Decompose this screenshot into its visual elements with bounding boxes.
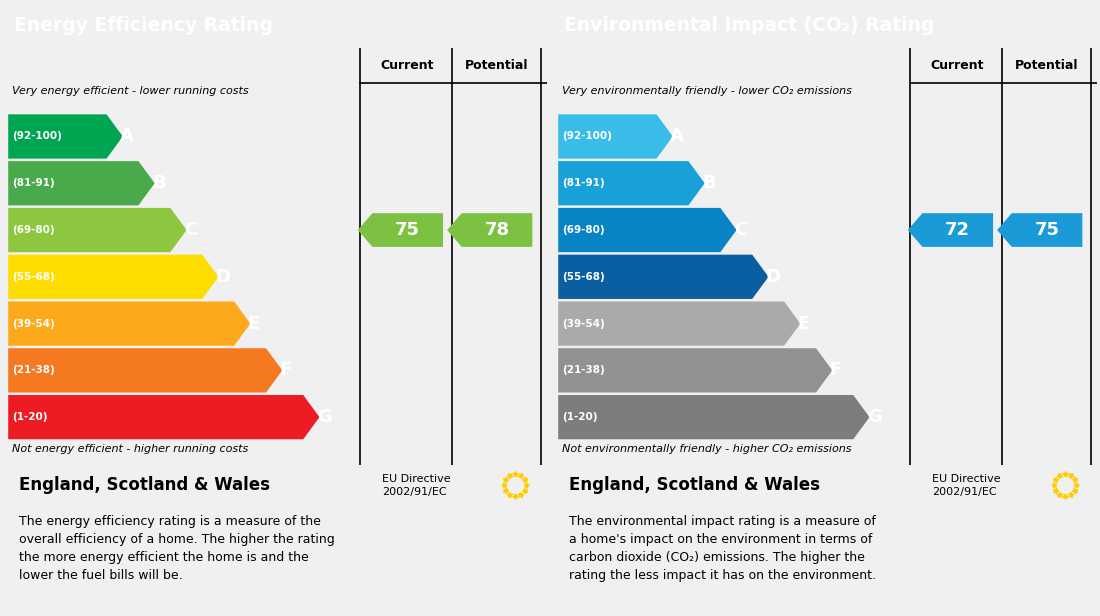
Polygon shape	[558, 115, 673, 158]
Text: F: F	[279, 362, 292, 379]
Polygon shape	[558, 395, 869, 439]
Polygon shape	[558, 208, 737, 252]
Text: (55-68): (55-68)	[562, 272, 605, 282]
Polygon shape	[1069, 474, 1074, 479]
Polygon shape	[908, 213, 993, 247]
Text: Current: Current	[931, 59, 985, 72]
Text: Not environmentally friendly - higher CO₂ emissions: Not environmentally friendly - higher CO…	[562, 444, 851, 454]
Text: The energy efficiency rating is a measure of the
overall efficiency of a home. T: The energy efficiency rating is a measur…	[19, 515, 334, 582]
Text: 72: 72	[945, 221, 970, 239]
Polygon shape	[513, 472, 518, 477]
Text: (1-20): (1-20)	[562, 412, 597, 422]
Polygon shape	[513, 495, 518, 500]
Text: B: B	[152, 174, 166, 192]
Text: Energy Efficiency Rating: Energy Efficiency Rating	[13, 16, 273, 35]
Text: (92-100): (92-100)	[562, 131, 612, 142]
Polygon shape	[1072, 477, 1078, 482]
Polygon shape	[8, 254, 219, 299]
Polygon shape	[502, 483, 507, 488]
Polygon shape	[1063, 472, 1068, 477]
Text: (69-80): (69-80)	[12, 225, 55, 235]
Text: A: A	[120, 128, 134, 145]
Polygon shape	[1057, 492, 1063, 498]
Text: 75: 75	[1034, 221, 1059, 239]
Polygon shape	[522, 488, 528, 493]
Text: (39-54): (39-54)	[562, 318, 605, 328]
Polygon shape	[1054, 477, 1058, 482]
Polygon shape	[358, 213, 443, 247]
Text: (1-20): (1-20)	[12, 412, 47, 422]
Text: E: E	[798, 315, 810, 333]
Text: C: C	[734, 221, 747, 239]
Text: B: B	[702, 174, 716, 192]
Text: G: G	[867, 408, 882, 426]
Text: Very energy efficient - lower running costs: Very energy efficient - lower running co…	[12, 86, 249, 96]
Polygon shape	[558, 348, 833, 392]
Text: EU Directive
2002/91/EC: EU Directive 2002/91/EC	[932, 474, 1000, 497]
Text: E: E	[248, 315, 260, 333]
Text: (81-91): (81-91)	[12, 178, 55, 188]
Polygon shape	[8, 301, 251, 346]
Text: Very environmentally friendly - lower CO₂ emissions: Very environmentally friendly - lower CO…	[562, 86, 851, 96]
Polygon shape	[504, 477, 508, 482]
Polygon shape	[1063, 495, 1068, 500]
Polygon shape	[1075, 483, 1079, 488]
Text: England, Scotland & Wales: England, Scotland & Wales	[19, 476, 270, 495]
Text: G: G	[317, 408, 332, 426]
Text: (55-68): (55-68)	[12, 272, 55, 282]
Polygon shape	[519, 474, 524, 479]
Text: (21-38): (21-38)	[562, 365, 605, 375]
Text: (21-38): (21-38)	[12, 365, 55, 375]
Polygon shape	[1072, 488, 1078, 493]
Polygon shape	[558, 161, 705, 205]
Polygon shape	[558, 254, 769, 299]
Polygon shape	[525, 483, 529, 488]
Text: 75: 75	[395, 221, 420, 239]
Polygon shape	[558, 301, 801, 346]
Polygon shape	[8, 161, 155, 205]
Polygon shape	[1054, 488, 1058, 493]
Text: Current: Current	[381, 59, 434, 72]
Polygon shape	[507, 492, 513, 498]
Polygon shape	[1057, 474, 1063, 479]
Text: D: D	[766, 268, 781, 286]
Polygon shape	[8, 348, 283, 392]
Text: D: D	[216, 268, 231, 286]
Polygon shape	[8, 395, 319, 439]
Polygon shape	[522, 477, 528, 482]
Polygon shape	[504, 488, 508, 493]
Text: A: A	[670, 128, 684, 145]
Text: Not energy efficient - higher running costs: Not energy efficient - higher running co…	[12, 444, 249, 454]
Polygon shape	[1069, 492, 1074, 498]
Text: F: F	[829, 362, 842, 379]
Polygon shape	[8, 115, 123, 158]
Text: (39-54): (39-54)	[12, 318, 55, 328]
Polygon shape	[997, 213, 1082, 247]
Text: (81-91): (81-91)	[562, 178, 605, 188]
Text: Potential: Potential	[1015, 59, 1078, 72]
Polygon shape	[8, 208, 187, 252]
Text: England, Scotland & Wales: England, Scotland & Wales	[569, 476, 820, 495]
Text: Potential: Potential	[465, 59, 528, 72]
Polygon shape	[447, 213, 532, 247]
Polygon shape	[519, 492, 524, 498]
Text: (69-80): (69-80)	[562, 225, 605, 235]
Text: Environmental Impact (CO₂) Rating: Environmental Impact (CO₂) Rating	[563, 16, 934, 35]
Text: The environmental impact rating is a measure of
a home's impact on the environme: The environmental impact rating is a mea…	[569, 515, 876, 582]
Text: C: C	[184, 221, 197, 239]
Text: EU Directive
2002/91/EC: EU Directive 2002/91/EC	[382, 474, 450, 497]
Polygon shape	[507, 474, 513, 479]
Polygon shape	[1052, 483, 1057, 488]
Text: (92-100): (92-100)	[12, 131, 62, 142]
Text: 78: 78	[484, 221, 509, 239]
